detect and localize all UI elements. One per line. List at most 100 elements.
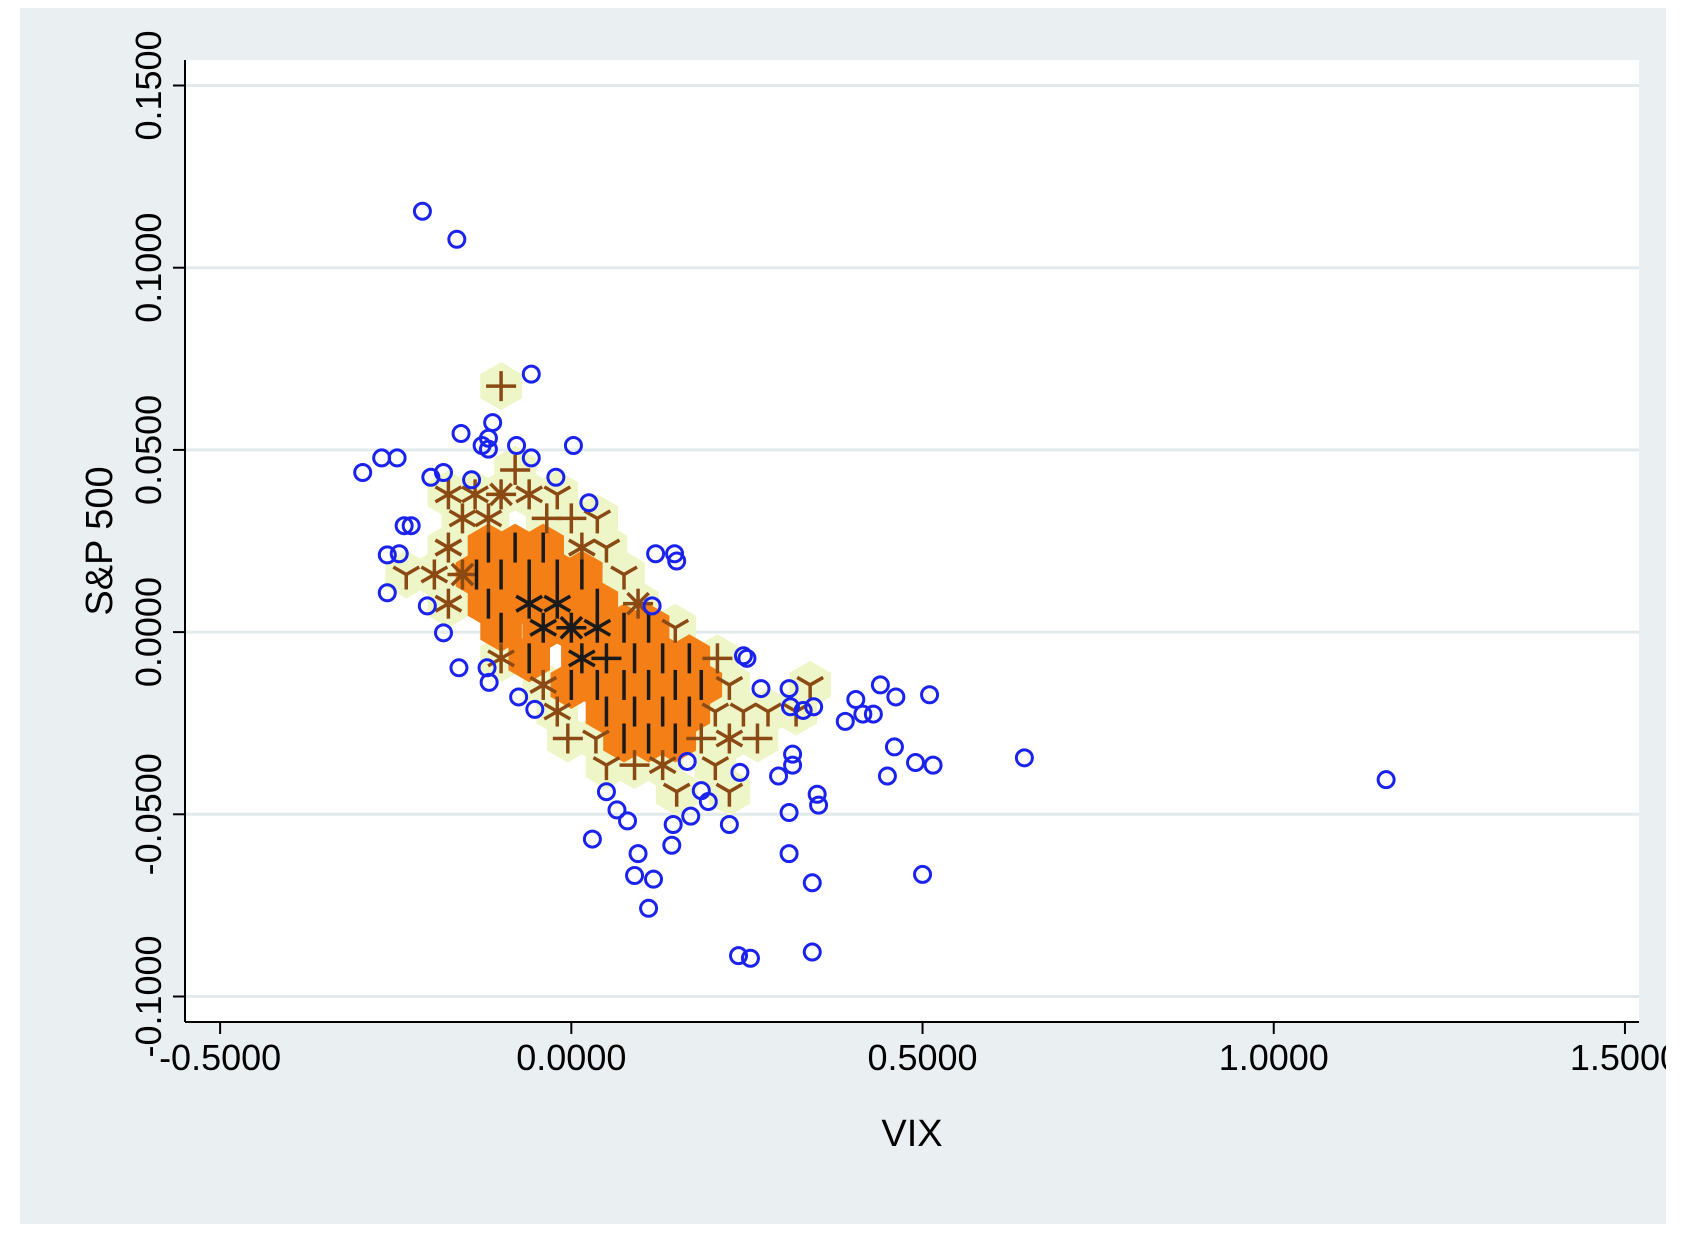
petal xyxy=(767,702,782,714)
x-tick-label: 0.0000 xyxy=(516,1037,626,1078)
y-tick-label: 0.1000 xyxy=(128,213,169,323)
petal xyxy=(515,594,544,613)
petal xyxy=(559,615,584,640)
outlier-point xyxy=(607,800,627,820)
petal xyxy=(754,702,769,714)
outlier-point xyxy=(667,551,687,571)
outlier-point xyxy=(596,782,616,802)
outlier-point xyxy=(451,424,471,444)
petal xyxy=(728,782,744,794)
outlier-point xyxy=(507,436,527,456)
y-tick-label: 0.0500 xyxy=(128,395,169,505)
outlier-point xyxy=(920,685,940,705)
outlier-point xyxy=(719,814,739,834)
outlier-point xyxy=(906,753,926,773)
sunflower-marker xyxy=(434,588,463,619)
sunflower-marker xyxy=(434,479,463,510)
sunflower-marker xyxy=(715,723,744,754)
outlier-point xyxy=(793,700,813,720)
sunflower-marker xyxy=(529,669,558,700)
y-tick-label: -0.0500 xyxy=(128,753,169,875)
y-tick-label: 0.1500 xyxy=(128,30,169,140)
outlier-point xyxy=(886,687,906,707)
outlier-point xyxy=(639,898,659,918)
sunflower-marker xyxy=(591,643,622,674)
sunflower-marker xyxy=(392,565,421,590)
outlier-point xyxy=(447,229,467,249)
petal xyxy=(648,756,677,775)
outlier-point xyxy=(870,675,890,695)
sunflower-marker xyxy=(715,782,744,807)
sunflower-marker xyxy=(420,559,449,590)
outlier-point xyxy=(884,737,904,757)
sunflower-marker xyxy=(619,750,650,781)
petal xyxy=(796,675,812,687)
outlier-point xyxy=(582,829,602,849)
outlier-point xyxy=(846,690,866,710)
x-tick-label: -0.5000 xyxy=(159,1037,281,1078)
outlier-point xyxy=(449,658,469,678)
outlier-point xyxy=(628,844,648,864)
outlier-point xyxy=(521,364,541,384)
petal xyxy=(583,509,599,520)
outlier-point xyxy=(737,648,757,668)
outlier-point xyxy=(913,864,933,884)
x-axis-title: VIX xyxy=(881,1113,942,1155)
outlier-point xyxy=(877,766,897,786)
petal xyxy=(474,509,503,528)
sunflower-marker xyxy=(610,565,638,590)
sunflower-marker xyxy=(500,454,531,485)
outlier-point xyxy=(625,866,645,886)
x-tick-label: 1.5000 xyxy=(1570,1037,1666,1078)
petal xyxy=(809,675,825,687)
outlier-point xyxy=(779,679,799,699)
petal xyxy=(434,594,463,613)
outlier-point xyxy=(417,596,437,616)
plot-area xyxy=(185,60,1639,1022)
petal xyxy=(623,565,638,577)
sunflower-marker xyxy=(567,532,596,563)
petal xyxy=(515,485,544,504)
sunflower-marker xyxy=(447,559,478,590)
outlier-point xyxy=(729,946,749,966)
petal xyxy=(715,675,731,687)
outlier-point xyxy=(662,835,682,855)
petal xyxy=(543,702,572,721)
outlier-point xyxy=(740,948,760,968)
petal xyxy=(715,729,744,748)
outlier-points xyxy=(353,201,1396,968)
outlier-point xyxy=(521,448,541,468)
sunflower-marker xyxy=(661,618,690,643)
sunflower-marker xyxy=(543,485,572,510)
x-tick-label: 1.0000 xyxy=(1219,1037,1329,1078)
sunflower-marker xyxy=(754,702,782,727)
outlier-point xyxy=(863,704,883,724)
outlier-point xyxy=(421,467,441,487)
outlier-point xyxy=(804,697,824,717)
petal xyxy=(701,756,717,767)
petal xyxy=(674,618,690,630)
y-tick-label: 0.0000 xyxy=(128,577,169,687)
sunflower-marker xyxy=(702,643,733,674)
outlier-point xyxy=(853,704,873,724)
sunflower-marker xyxy=(486,479,517,510)
outlier-point xyxy=(835,711,855,731)
petal xyxy=(529,675,558,694)
sunflower-marker xyxy=(461,479,489,510)
petal xyxy=(675,782,691,794)
outlier-point xyxy=(525,699,545,719)
petal xyxy=(434,485,463,504)
sunflower-marker xyxy=(556,612,587,643)
outlier-point xyxy=(733,646,753,666)
petal xyxy=(543,594,572,613)
y-axis-title: S&P 500 xyxy=(79,466,121,615)
x-ticks: -0.5000 0.0000 0.5000 1.0000 1.5000 xyxy=(159,1022,1666,1078)
petal xyxy=(596,509,612,520)
axes xyxy=(184,60,1639,1023)
sunflower-marker xyxy=(515,479,544,510)
sunflower-marker xyxy=(729,702,758,727)
outlier-point xyxy=(377,545,397,565)
outlier-point xyxy=(783,755,803,775)
petal xyxy=(729,702,745,714)
